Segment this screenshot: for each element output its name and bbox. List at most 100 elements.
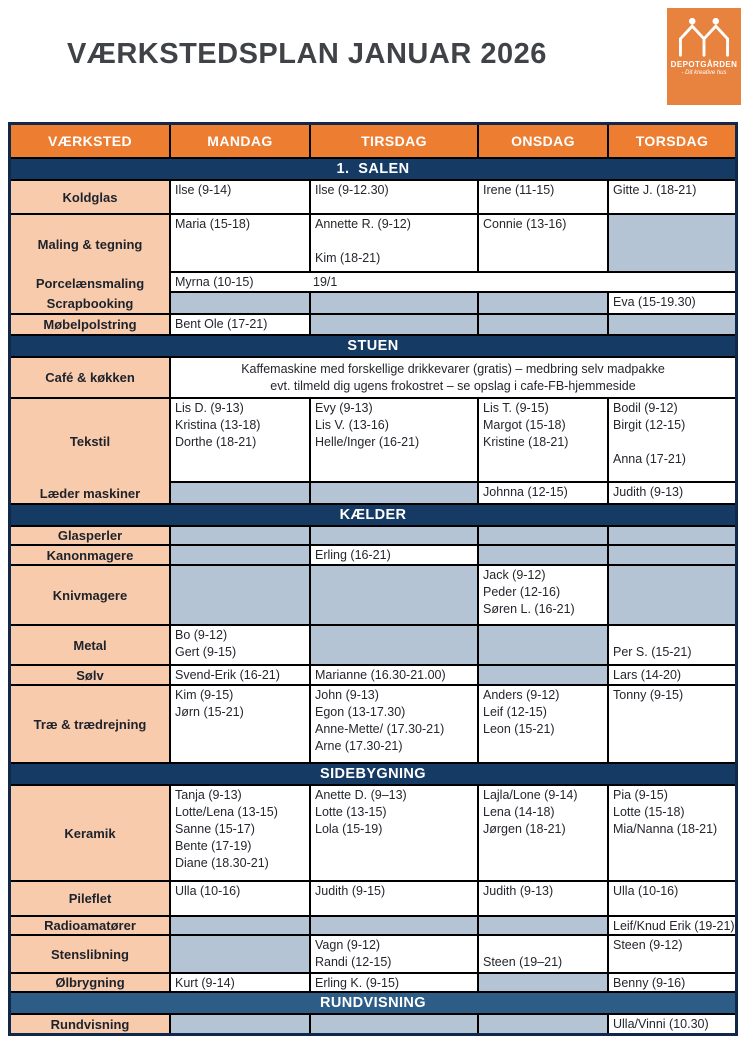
cell-radioamat-rer-onsdag xyxy=(479,917,607,934)
cell-keramik-torsdag: Pia (9-15) Lotte (15-18) Mia/Nanna (18-2… xyxy=(609,786,735,880)
row-label-maling-tegning: Maling & tegning Porcelænsmaling Scrapbook… xyxy=(11,215,169,313)
column-header-onsdag: ONSDAG xyxy=(479,125,607,157)
cell-stenslibning-torsdag: Steen (9-12) xyxy=(609,936,735,972)
cell-lbrygning-onsdag xyxy=(479,974,607,991)
cell-lbrygning-tirsdag: Erling K. (9-15) xyxy=(311,974,477,991)
cell-rundvisning-mandag xyxy=(171,1015,309,1033)
merged-cell-left-text: Myrna (10-15) xyxy=(175,275,254,289)
cell-tekstil-onsdag: Lis T. (9-15) Margot (15-18) Kristine (1… xyxy=(479,399,607,481)
cell-kanonmagere-torsdag xyxy=(609,546,735,564)
row-label-rundvisning: Rundvisning xyxy=(11,1015,169,1033)
cell-glasperler-onsdag xyxy=(479,527,607,544)
cell-m-belpolstring-torsdag xyxy=(609,315,735,334)
cell-rundvisning-onsdag xyxy=(479,1015,607,1033)
cell-koldglas-torsdag: Gitte J. (18-21) xyxy=(609,181,735,213)
cell-m-belpolstring-tirsdag xyxy=(311,315,477,334)
cell-metal-torsdag: Per S. (15-21) xyxy=(609,626,735,664)
cell-tr-tr-drejning-onsdag: Anders (9-12) Leif (12-15) Leon (15-21) xyxy=(479,686,607,762)
cell-l-der-maskiner-torsdag: Judith (9-13) xyxy=(609,483,735,503)
row-label-porcel-nsmaling: Porcelænsmaling xyxy=(35,275,145,291)
cell-keramik-onsdag: Lajla/Lone (9-14) Lena (14-18) Jørgen (1… xyxy=(479,786,607,880)
cell-koldglas-tirsdag: Ilse (9-12.30) xyxy=(311,181,477,213)
cell-pileflet-torsdag: Ulla (10-16) xyxy=(609,882,735,915)
cell-glasperler-tirsdag xyxy=(311,527,477,544)
row-label-tekstil: Tekstil xyxy=(69,433,111,449)
cell-m-belpolstring-mandag: Bent Ole (17-21) xyxy=(171,315,309,334)
row-label-knivmagere: Knivmagere xyxy=(11,566,169,624)
row-label-koldglas: Koldglas xyxy=(11,181,169,213)
section-header-stuen: STUEN xyxy=(11,336,735,356)
cell-s-lv-tirsdag: Marianne (16.30-21.00) xyxy=(311,666,477,684)
page-title: VÆRKSTEDSPLAN JANUAR 2026 xyxy=(67,38,547,70)
cell-radioamat-rer-tirsdag xyxy=(311,917,477,934)
cell-pileflet-onsdag: Judith (9-13) xyxy=(479,882,607,915)
cell-knivmagere-tirsdag xyxy=(311,566,477,624)
row-label-pileflet: Pileflet xyxy=(11,882,169,915)
cell-tr-tr-drejning-mandag: Kim (9-15) Jørn (15-21) xyxy=(171,686,309,762)
cell-porcel-nsmaling-merged: Myrna (10-15) 19/1 xyxy=(171,273,735,291)
cell-maling-tegning-onsdag: Connie (13-16) xyxy=(479,215,607,271)
row-label-metal: Metal xyxy=(11,626,169,664)
page-header: VÆRKSTEDSPLAN JANUAR 2026 DEPOTGÅRDEN - … xyxy=(0,0,746,122)
logo-tagline: - Dit kreative hus xyxy=(681,70,727,76)
cell-glasperler-mandag xyxy=(171,527,309,544)
cell-knivmagere-onsdag: Jack (9-12) Peder (12-16) Søren L. (16-2… xyxy=(479,566,607,624)
cell-maling-tegning-torsdag xyxy=(609,215,735,271)
cell-s-lv-onsdag xyxy=(479,666,607,684)
section-header-k-lder: KÆLDER xyxy=(11,505,735,525)
cell-l-der-maskiner-mandag xyxy=(171,483,309,503)
cell-s-lv-torsdag: Lars (14-20) xyxy=(609,666,735,684)
cell-radioamat-rer-torsdag: Leif/Knud Erik (19-21) xyxy=(609,917,735,934)
cell-l-der-maskiner-tirsdag xyxy=(311,483,477,503)
row-label-l-der-maskiner: Læder maskiner xyxy=(39,485,141,501)
column-header-mandag: MANDAG xyxy=(171,125,309,157)
section-header-1-salen: 1. SALEN xyxy=(11,159,735,179)
cell-knivmagere-torsdag xyxy=(609,566,735,624)
row-label-tekstil: Tekstil Læder maskiner xyxy=(11,399,169,503)
row-label-m-belpolstring: Møbelpolstring xyxy=(11,315,169,334)
cell-m-belpolstring-onsdag xyxy=(479,315,607,334)
cell-keramik-mandag: Tanja (9-13) Lotte/Lena (13-15) Sanne (1… xyxy=(171,786,309,880)
cell-l-der-maskiner-onsdag: Johnna (12-15) xyxy=(479,483,607,503)
cell-kanonmagere-mandag xyxy=(171,546,309,564)
cell-scrapbooking-onsdag xyxy=(479,293,607,313)
cell-scrapbooking-tirsdag xyxy=(311,293,477,313)
cell-metal-tirsdag xyxy=(311,626,477,664)
schedule-grid: VÆRKSTED MANDAG TIRSDAG ONSDAG TORSDAG 1. SAL… xyxy=(8,122,738,1036)
cell-tr-tr-drejning-tirsdag: John (9-13) Egon (13-17.30) Anne-Mette/ … xyxy=(311,686,477,762)
row-label-stenslibning: Stenslibning xyxy=(11,936,169,972)
cell-tekstil-mandag: Lis D. (9-13) Kristina (13-18) Dorthe (1… xyxy=(171,399,309,481)
cell-scrapbooking-mandag xyxy=(171,293,309,313)
depotgaarden-logo: DEPOTGÅRDEN - Dit kreative hus xyxy=(667,8,741,105)
section-header-sidebygning: SIDEBYGNING xyxy=(11,764,735,784)
section-header-rundvisning: RUNDVISNING xyxy=(11,993,735,1013)
cell-stenslibning-tirsdag: Vagn (9-12) Randi (12-15) xyxy=(311,936,477,972)
column-header-v-rksted: VÆRKSTED xyxy=(11,125,169,157)
cell-kanonmagere-tirsdag: Erling (16-21) xyxy=(311,546,477,564)
houses-icon xyxy=(678,17,730,57)
cell-tekstil-tirsdag: Evy (9-13) Lis V. (13-16) Helle/Inger (1… xyxy=(311,399,477,481)
column-header-tirsdag: TIRSDAG xyxy=(311,125,477,157)
cell-scrapbooking-torsdag: Eva (15-19.30) xyxy=(609,293,735,313)
cell-metal-mandag: Bo (9-12) Gert (9-15) xyxy=(171,626,309,664)
cell-lbrygning-mandag: Kurt (9-14) xyxy=(171,974,309,991)
row-label-kanonmagere: Kanonmagere xyxy=(11,546,169,564)
cell-lbrygning-torsdag: Benny (9-16) xyxy=(609,974,735,991)
cell-stenslibning-mandag xyxy=(171,936,309,972)
column-header-torsdag: TORSDAG xyxy=(609,125,735,157)
cell-rundvisning-torsdag: Ulla/Vinni (10.30) xyxy=(609,1015,735,1033)
row-label-keramik: Keramik xyxy=(11,786,169,880)
cell-stenslibning-onsdag: Steen (19–21) xyxy=(479,936,607,972)
cell-pileflet-mandag: Ulla (10-16) xyxy=(171,882,309,915)
cell-knivmagere-mandag xyxy=(171,566,309,624)
cell-pileflet-tirsdag: Judith (9-15) xyxy=(311,882,477,915)
cell-s-lv-mandag: Svend-Erik (16-21) xyxy=(171,666,309,684)
cell-koldglas-mandag: Ilse (9-14) xyxy=(171,181,309,213)
cell-metal-onsdag xyxy=(479,626,607,664)
logo-name: DEPOTGÅRDEN xyxy=(670,60,738,69)
cell-maling-tegning-tirsdag: Annette R. (9-12) Kim (18-21) xyxy=(311,215,477,271)
cell-glasperler-torsdag xyxy=(609,527,735,544)
row-label-caf-k-kken: Café & køkken xyxy=(11,358,169,397)
row-label-lbrygning: Ølbrygning xyxy=(11,974,169,991)
cell-keramik-tirsdag: Anette D. (9–13) Lotte (13-15) Lola (15-… xyxy=(311,786,477,880)
